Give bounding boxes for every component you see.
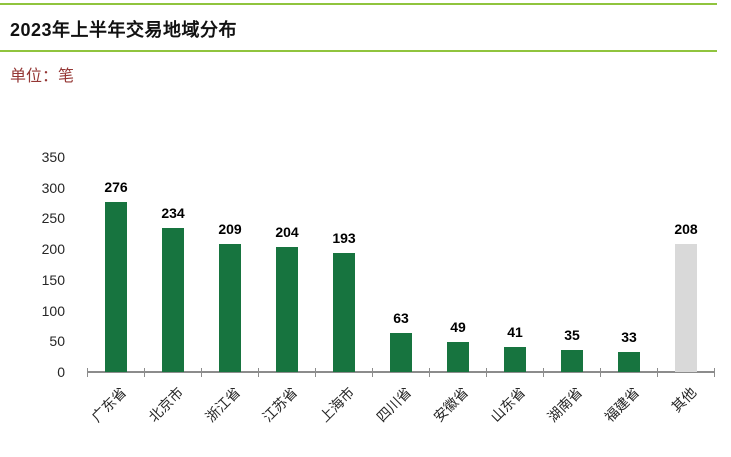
bar: [105, 202, 127, 372]
x-axis-label: 福建省: [601, 384, 643, 426]
x-axis-label: 四川省: [373, 384, 415, 426]
bar-value-label: 193: [332, 230, 356, 246]
x-axis-tick: [714, 368, 715, 377]
x-axis-tick: [657, 368, 658, 377]
x-axis-label: 安徽省: [430, 384, 472, 426]
y-axis-label: 100: [41, 302, 65, 319]
x-axis-tick: [600, 368, 601, 377]
bar-value-label: 41: [507, 324, 523, 340]
x-axis-label: 山东省: [487, 384, 529, 426]
x-axis-line: [87, 371, 715, 373]
y-axis-label: 250: [41, 210, 65, 227]
x-axis-tick: [486, 368, 487, 377]
x-axis-tick: [144, 368, 145, 377]
y-axis-label: 200: [41, 241, 65, 258]
bar: [390, 333, 412, 372]
bar-value-label: 35: [564, 327, 580, 343]
x-axis-tick: [543, 368, 544, 377]
unit-label: 单位：笔: [10, 68, 75, 85]
bar: [333, 253, 355, 372]
x-axis-label: 湖南省: [544, 384, 586, 426]
y-axis-label: 0: [57, 364, 65, 380]
bar-value-label: 234: [161, 205, 185, 221]
bar-value-label: 204: [275, 224, 299, 240]
x-axis-label: 江苏省: [259, 384, 301, 426]
bar: [162, 228, 184, 372]
x-axis-tick: [87, 368, 88, 377]
y-axis-label: 50: [49, 333, 65, 350]
bar: [276, 247, 298, 372]
x-axis-tick: [201, 368, 202, 377]
bar: [447, 342, 469, 372]
bar-value-label: 63: [393, 310, 409, 326]
chart-title: 2023年上半年交易地域分布: [10, 20, 238, 40]
x-axis-label: 北京市: [145, 384, 187, 426]
x-axis-tick: [372, 368, 373, 377]
bar: [504, 347, 526, 372]
x-axis-tick: [315, 368, 316, 377]
bar: [618, 352, 640, 372]
y-axis-label: 300: [41, 179, 65, 196]
x-axis-label: 上海市: [316, 384, 358, 426]
bar-value-label: 276: [104, 179, 128, 195]
bar-value-label: 209: [218, 221, 242, 237]
y-axis-label: 350: [41, 149, 65, 165]
bar: [675, 244, 697, 372]
bar: [219, 244, 241, 372]
x-axis-label: 其他: [668, 384, 700, 416]
title-divider-line: [0, 50, 717, 52]
bar: [561, 350, 583, 372]
x-axis-label: 浙江省: [202, 384, 244, 426]
bar-value-label: 208: [674, 221, 698, 237]
bar-value-label: 49: [450, 319, 466, 335]
y-axis-label: 150: [41, 271, 65, 288]
x-axis-label: 广东省: [88, 384, 130, 426]
x-axis-tick: [258, 368, 259, 377]
bar-value-label: 33: [621, 329, 637, 345]
top-divider-line: [0, 3, 717, 5]
x-axis-tick: [429, 368, 430, 377]
